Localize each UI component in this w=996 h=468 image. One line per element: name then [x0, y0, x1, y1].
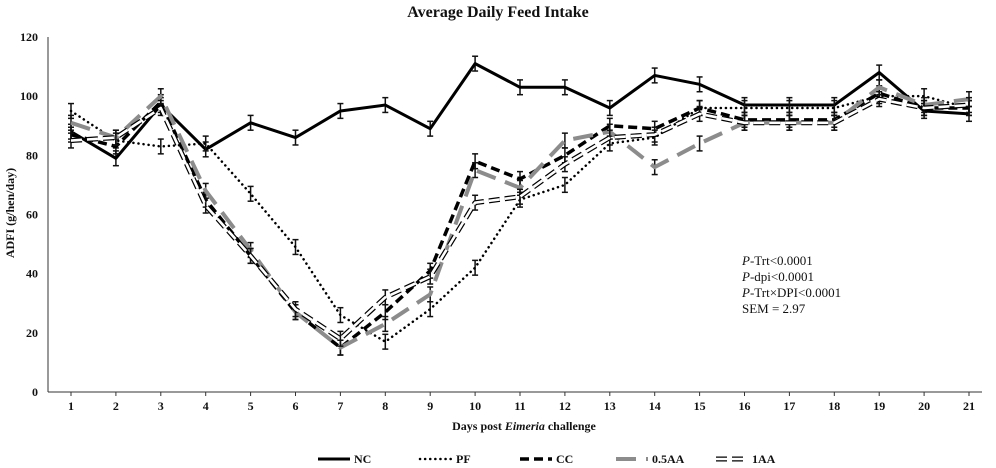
x-tick-label: 18	[828, 399, 840, 413]
series-line-inner-1AA	[70, 97, 970, 341]
error-bar	[561, 176, 568, 194]
x-tick-label: 5	[248, 399, 254, 413]
error-bar	[606, 129, 613, 146]
error-bar	[966, 96, 972, 114]
series-CC	[68, 85, 972, 356]
x-tick-label: 14	[649, 399, 661, 413]
error-bar	[157, 138, 164, 155]
x-tick-label: 10	[469, 399, 481, 413]
legend-label: NC	[354, 452, 371, 466]
x-tick-label: 7	[337, 399, 343, 413]
y-ticks: 0 20 40 60 80 100 120	[20, 30, 38, 399]
x-tick-label: 13	[604, 399, 616, 413]
error-bar	[112, 129, 119, 146]
series-layer	[68, 55, 972, 356]
stat-sem: SEM = 2.97	[742, 301, 806, 316]
legend-item-1AA: 1AA	[716, 452, 776, 466]
series-line-0.5AA	[70, 85, 970, 350]
y-tick-label: 60	[26, 208, 38, 222]
error-bar	[472, 161, 479, 179]
stat-trt-p: P	[741, 253, 750, 268]
stats-annotation: P-Trt<0.0001 P-dpi<0.0001 P-Trt×DPI<0.00…	[741, 253, 841, 316]
y-tick-label: 120	[20, 30, 38, 44]
x-ticks: 1 2 3 4 5 6 7 8 9 10 11 12 13 14 15 16 17 18 19 20 21	[68, 392, 975, 413]
legend-item-CC: CC	[520, 452, 573, 466]
x-tick-label: 20	[918, 399, 930, 413]
legend-item-0.5AA: 0.5AA	[616, 452, 685, 466]
x-axis-label-suffix: challenge	[545, 419, 597, 433]
series-1AA	[68, 90, 972, 347]
stat-dpi: P-dpi<0.0001	[741, 269, 814, 284]
y-tick-label: 80	[26, 148, 38, 162]
stat-interaction: P-Trt×DPI<0.0001	[741, 285, 841, 300]
x-tick-label: 21	[963, 399, 975, 413]
y-axis-label: ADFI (g/hen/day)	[3, 168, 17, 258]
error-bar	[247, 185, 254, 202]
error-bar	[382, 333, 389, 350]
stat-int-text: -Trt×DPI<0.0001	[750, 285, 841, 300]
x-tick-label: 16	[739, 399, 751, 413]
stat-dpi-p: P	[741, 269, 750, 284]
legend-item-PF: PF	[418, 452, 471, 466]
series-line-CC	[70, 91, 969, 350]
series-NC	[68, 55, 972, 167]
stat-trt: P-Trt<0.0001	[741, 253, 813, 268]
y-tick-label: 40	[26, 267, 38, 281]
y-tick-label: 0	[32, 385, 38, 399]
x-tick-label: 11	[514, 399, 525, 413]
error-bar	[517, 188, 523, 205]
x-axis-label: Days post Eimeria challenge	[452, 419, 596, 433]
legend-label: 0.5AA	[652, 452, 685, 466]
error-bar	[696, 135, 703, 152]
error-bar	[561, 132, 568, 149]
series-line-PF	[69, 94, 971, 343]
legend-label: CC	[556, 452, 573, 466]
x-axis-label-italic: Eimeria	[504, 419, 545, 433]
error-bar	[337, 330, 344, 347]
legend-item-NC: NC	[318, 452, 371, 466]
error-bar	[382, 315, 389, 333]
x-tick-label: 4	[203, 399, 209, 413]
x-tick-label: 2	[113, 399, 119, 413]
x-tick-label: 12	[559, 399, 571, 413]
x-tick-label: 6	[293, 399, 299, 413]
chart-title: Average Daily Feed Intake	[407, 4, 588, 21]
stat-dpi-text: -dpi<0.0001	[750, 269, 814, 284]
axes	[47, 37, 982, 393]
series-line-NC	[70, 62, 970, 160]
x-tick-label: 17	[783, 399, 795, 413]
x-tick-label: 1	[68, 399, 74, 413]
stat-trt-text: -Trt<0.0001	[750, 253, 813, 268]
x-tick-label: 3	[158, 399, 164, 413]
x-axis-label-prefix: Days post	[452, 419, 505, 433]
legend-label: PF	[456, 452, 471, 466]
y-tick-label: 20	[26, 326, 38, 340]
x-tick-label: 15	[694, 399, 706, 413]
x-tick-label: 9	[427, 399, 433, 413]
y-tick-label: 100	[20, 89, 38, 103]
series-line-1AA	[70, 96, 970, 342]
legend-label: 1AA	[752, 452, 776, 466]
x-tick-label: 8	[382, 399, 388, 413]
stat-int-p: P	[741, 285, 750, 300]
legend: NC PF CC 0.5AA 1AA	[318, 452, 776, 466]
x-tick-label: 19	[873, 399, 885, 413]
